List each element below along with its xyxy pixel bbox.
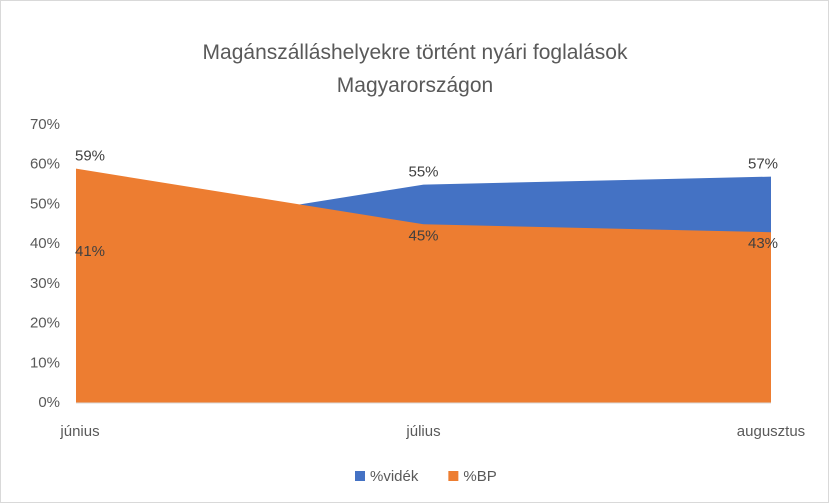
area: [76, 168, 771, 403]
y-tick-label: 0%: [38, 394, 60, 411]
data-label: 41%: [75, 243, 105, 260]
data-label: 43%: [748, 235, 778, 252]
legend-label: %BP: [463, 468, 496, 485]
y-tick-label: 50%: [30, 195, 60, 212]
x-tick-label: július: [405, 423, 440, 440]
y-tick-label: 20%: [30, 315, 60, 332]
legend-label: %vidék: [370, 468, 419, 485]
legend-swatch: [448, 471, 459, 481]
data-label: 59%: [75, 148, 105, 165]
data-label: 55%: [408, 164, 438, 181]
data-label: 57%: [748, 156, 778, 173]
y-tick-label: 40%: [30, 235, 60, 252]
x-tick-label: augusztus: [737, 423, 805, 440]
y-tick-label: 70%: [30, 116, 60, 133]
legend-swatch: [355, 471, 365, 481]
y-tick-label: 10%: [30, 354, 60, 371]
data-label: 45%: [408, 227, 438, 244]
x-tick-label: június: [59, 423, 99, 440]
chart-title: Magánszálláshelyekre történt nyári fogla…: [202, 41, 628, 97]
y-tick-label: 30%: [30, 275, 60, 292]
y-tick-label: 60%: [30, 156, 60, 173]
